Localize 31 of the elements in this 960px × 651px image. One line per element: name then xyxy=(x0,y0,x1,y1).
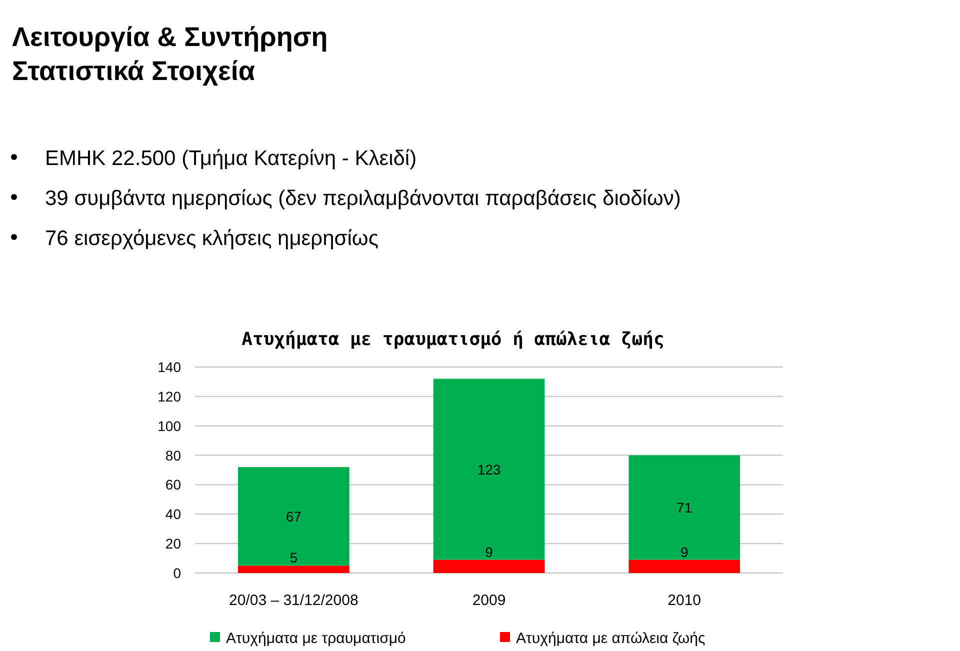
data-label: 67 xyxy=(286,508,302,524)
y-tick-label: 100 xyxy=(158,418,182,434)
legend-label: Ατυχήματα με απώλεια ζωής xyxy=(516,630,706,647)
chart-title: Ατυχήματα με τραυματισμό ή απώλεια ζωής xyxy=(242,329,664,350)
text: 39 συμβάντα ημερησίως (δεν περιλαμβάνονται παραβάσεις διοδίων) xyxy=(45,187,681,210)
y-tick-label: 60 xyxy=(165,476,182,493)
data-label: 123 xyxy=(477,461,501,478)
bar xyxy=(433,560,545,573)
x-tick-label: 2010 xyxy=(668,592,702,609)
bar xyxy=(433,378,545,560)
legend-label: Ατυχήματα με τραυματισμό xyxy=(226,630,406,647)
bar xyxy=(628,455,740,560)
y-tick-label: 0 xyxy=(173,565,182,581)
y-tick-label: 120 xyxy=(158,388,182,404)
bar xyxy=(628,560,740,573)
text: Λειτουργία & Συντήρηση xyxy=(12,22,328,52)
bar xyxy=(238,566,350,573)
x-tick-label: 2009 xyxy=(472,592,506,609)
x-tick-label: 20/03 – 31/12/2008 xyxy=(229,592,358,609)
y-tick-label: 40 xyxy=(165,506,182,522)
data-label: 9 xyxy=(680,544,688,560)
y-tick-label: 140 xyxy=(158,359,182,375)
bar xyxy=(238,467,350,566)
text: 76 εισερχόμενες κλήσεις ημερησίως xyxy=(45,227,378,250)
data-label: 9 xyxy=(485,544,494,560)
y-tick-label: 20 xyxy=(165,536,182,552)
y-tick-label: 80 xyxy=(165,447,182,464)
data-label: 5 xyxy=(290,550,298,566)
text: ΕΜΗΚ 22.500 (Τμήμα Κατερίνη - Κλειδί) xyxy=(45,147,417,170)
data-label: 71 xyxy=(676,500,692,516)
text: Στατιστικά Στοιχεία xyxy=(12,56,256,86)
